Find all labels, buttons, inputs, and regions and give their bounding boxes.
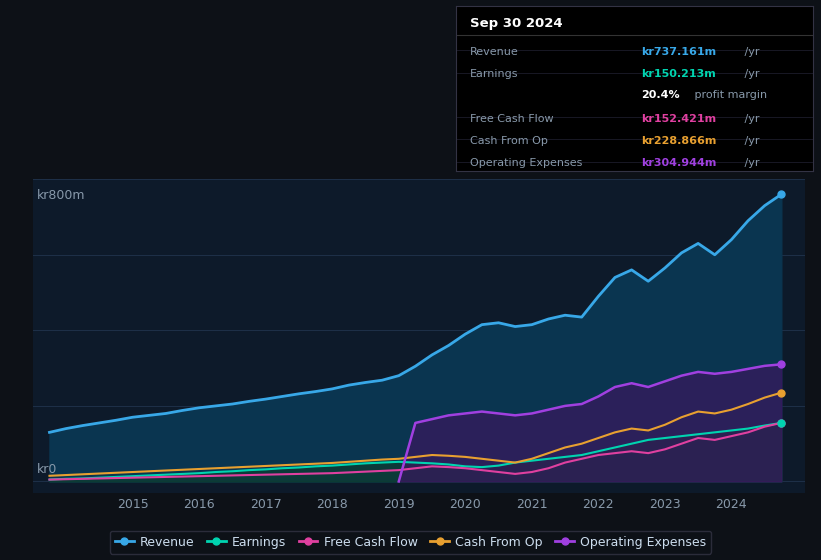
Text: Earnings: Earnings — [470, 69, 518, 79]
Text: kr228.866m: kr228.866m — [641, 136, 717, 146]
Text: Sep 30 2024: Sep 30 2024 — [470, 17, 562, 30]
Text: kr152.421m: kr152.421m — [641, 114, 717, 124]
Text: /yr: /yr — [741, 114, 760, 124]
Text: profit margin: profit margin — [691, 90, 768, 100]
Text: /yr: /yr — [741, 158, 760, 169]
Text: /yr: /yr — [741, 47, 760, 57]
Text: 20.4%: 20.4% — [641, 90, 680, 100]
Text: kr0: kr0 — [37, 463, 57, 475]
Text: Free Cash Flow: Free Cash Flow — [470, 114, 553, 124]
Text: kr304.944m: kr304.944m — [641, 158, 717, 169]
Text: /yr: /yr — [741, 69, 760, 79]
Text: Revenue: Revenue — [470, 47, 519, 57]
Text: kr800m: kr800m — [37, 189, 85, 202]
Text: kr737.161m: kr737.161m — [641, 47, 717, 57]
Text: Operating Expenses: Operating Expenses — [470, 158, 582, 169]
Text: Cash From Op: Cash From Op — [470, 136, 548, 146]
Text: /yr: /yr — [741, 136, 760, 146]
Text: kr150.213m: kr150.213m — [641, 69, 716, 79]
Legend: Revenue, Earnings, Free Cash Flow, Cash From Op, Operating Expenses: Revenue, Earnings, Free Cash Flow, Cash … — [110, 531, 711, 554]
